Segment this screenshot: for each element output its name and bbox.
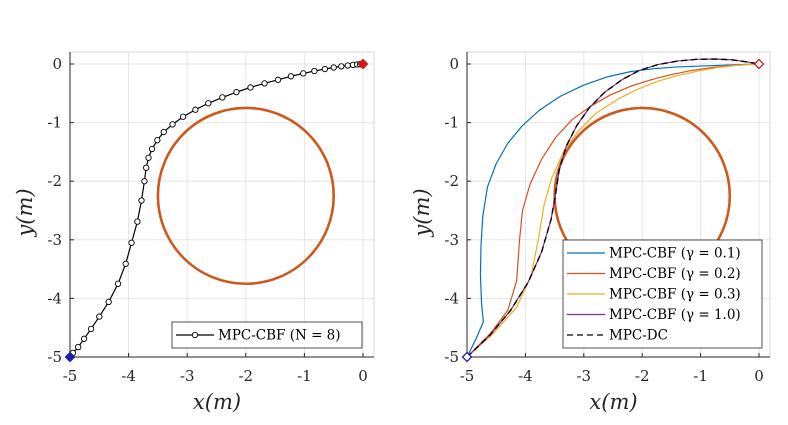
x-axis-label: x(m) — [193, 390, 241, 414]
y-tick-label: -4 — [444, 289, 459, 307]
start-marker — [64, 351, 76, 363]
x-tick-label: -1 — [693, 367, 708, 385]
x-tick-label: -4 — [121, 367, 136, 385]
series-marker — [179, 113, 187, 120]
series-marker — [128, 239, 135, 246]
legend-entry-name: MPC-CBF — [609, 287, 676, 303]
legend: MPC-CBF (N = 8) — [171, 321, 363, 349]
chart-1: -5 -4 -3 -2 -1 0 0 -1 -2 -3 -4 -5 x(m) y(m) MPC-CBF (N… — [13, 51, 375, 414]
x-tick-label: -5 — [460, 367, 475, 385]
series-marker — [105, 298, 112, 306]
legend-entry-param: (N = 8) — [285, 328, 340, 344]
x-axis-label: x(m) — [589, 390, 637, 414]
x-tick-label: 0 — [358, 367, 368, 385]
series-marker — [205, 100, 212, 107]
legend: MPC-CBF (γ = 0.1)MPC-CBF (γ = 0.2)MPC-CB… — [562, 239, 763, 349]
series-line-5 — [466, 58, 760, 358]
goal-marker — [753, 58, 765, 70]
y-tick-label: -4 — [47, 289, 62, 307]
y-axis-label: y(m) — [13, 188, 37, 237]
series-marker — [300, 70, 307, 77]
x-tick-label: -2 — [635, 367, 650, 385]
y-tick-label: -1 — [47, 114, 62, 132]
series-marker — [75, 343, 82, 351]
series-marker — [148, 145, 156, 153]
series-marker — [122, 260, 129, 267]
series-line-1 — [466, 63, 760, 358]
y-tick-label: -5 — [47, 348, 62, 366]
series-marker — [192, 106, 199, 113]
series-marker — [330, 64, 337, 71]
series-marker — [143, 164, 150, 171]
goal-marker — [357, 58, 369, 70]
y-tick-label: -2 — [444, 172, 459, 190]
legend-entry-name: MPC-CBF — [609, 307, 676, 323]
series-marker — [344, 62, 351, 69]
watermark: 知乎 @骥卓著 — [668, 385, 775, 405]
y-tick-label: -2 — [47, 172, 62, 190]
legend-entry: MPC-CBF (γ = 0.1) — [609, 246, 741, 262]
series-marker — [233, 88, 240, 96]
x-tick-label: -3 — [576, 367, 591, 385]
legend-entry-name: MPC-CBF — [218, 328, 285, 344]
series-marker — [274, 76, 282, 83]
start-marker — [461, 351, 473, 363]
series-marker — [160, 128, 167, 136]
y-tick-label: -5 — [444, 348, 459, 366]
x-tick-label: 0 — [754, 367, 764, 385]
legend-entry: MPC-CBF (γ = 1.0) — [609, 307, 741, 323]
series-marker — [141, 178, 148, 185]
series-line-2 — [466, 63, 760, 358]
x-tick-label: -3 — [180, 367, 195, 385]
series-marker — [138, 197, 145, 204]
legend-entry-param: (γ = 0.1) — [676, 246, 740, 262]
legend-entry: MPC-CBF (N = 8) — [218, 328, 341, 344]
series-marker — [261, 80, 268, 87]
y-tick-label: 0 — [449, 55, 459, 73]
y-axis-label: y(m) — [410, 188, 434, 237]
series-marker — [80, 335, 88, 342]
legend-entry-param: (γ = 0.3) — [676, 287, 740, 303]
series-marker — [154, 137, 161, 144]
legend-entry-name: MPC-DC — [609, 328, 668, 344]
chart-2: -5 -4 -3 -2 -1 0 0 -1 -2 -3 -4 -5 x(m) y(m) MPC-CBF (γ… — [410, 51, 771, 414]
y-tick-label: 0 — [52, 55, 62, 73]
y-tick-label: -3 — [47, 231, 62, 249]
legend-entry: MPC-CBF (γ = 0.3) — [609, 287, 741, 303]
legend-entry-name: MPC-CBF — [609, 266, 676, 282]
x-tick-label: -5 — [63, 367, 78, 385]
y-tick-label: -1 — [444, 114, 459, 132]
series-marker — [134, 218, 141, 225]
x-tick-label: -4 — [518, 367, 533, 385]
legend-entry-param: (γ = 1.0) — [676, 307, 740, 323]
series-marker — [219, 94, 226, 101]
series-marker — [287, 73, 295, 80]
x-tick-label: -1 — [297, 367, 312, 385]
series-marker — [169, 121, 176, 128]
legend-entry: MPC-DC — [609, 328, 668, 344]
series-marker — [311, 67, 318, 75]
legend-entry-param: (γ = 0.2) — [676, 266, 740, 282]
legend-entry-name: MPC-CBF — [609, 246, 676, 262]
legend-swatch-marker — [191, 331, 199, 339]
series-marker — [338, 63, 345, 70]
obstacle-circle — [156, 106, 335, 286]
legend-entry: MPC-CBF (γ = 0.2) — [609, 266, 741, 282]
series-marker — [145, 154, 152, 161]
series-marker — [247, 84, 254, 91]
x-tick-label: -2 — [238, 367, 253, 385]
series-marker — [87, 325, 95, 333]
series-marker — [321, 65, 329, 73]
y-tick-label: -3 — [444, 231, 459, 249]
plot-area — [69, 51, 375, 358]
series-marker — [96, 313, 103, 320]
series-marker — [114, 280, 122, 287]
